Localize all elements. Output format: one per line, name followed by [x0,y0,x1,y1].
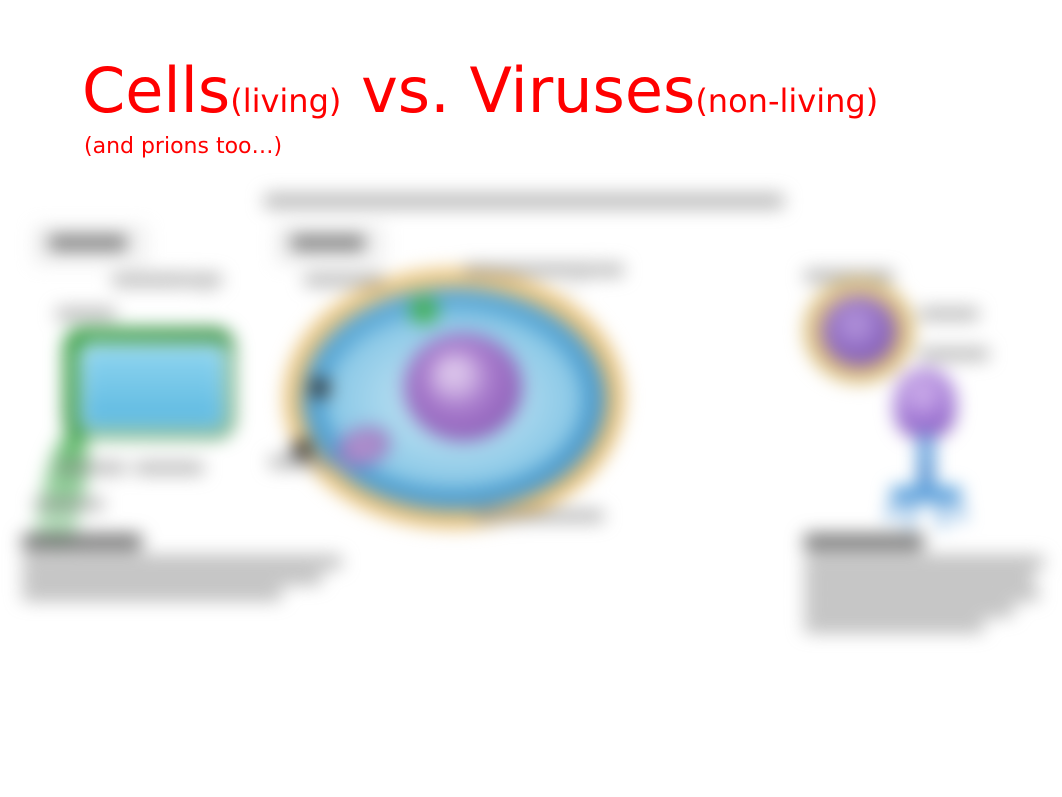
slide-title: Cells(living) vs. Viruses(non-living) [82,58,878,123]
virus-desc-heading [804,534,924,550]
eukaryote-nucleolus [430,353,482,401]
prokaryote-flagellum [32,425,96,551]
euk-annot-1 [304,274,384,286]
phage-head [894,368,956,438]
title-part-vs-viruses: vs. Viruses [341,54,695,127]
diagram-caption [264,194,784,208]
virus-capsid [822,296,896,366]
prok-annot-3 [56,462,126,474]
prok-annot-4 [134,462,204,474]
title-part-cells: Cells [82,54,230,127]
prok-desc-line-2 [22,572,322,584]
prok-annot-2 [56,308,116,320]
prok-annot-1 [112,274,222,286]
comparison-diagram [14,178,1048,648]
phage-leg-3 [905,498,917,529]
virus-desc-line-1 [804,556,1044,568]
title-part-nonliving: (non-living) [695,82,878,120]
prokaryote-label-text [48,236,128,250]
prok-desc-heading [22,534,142,550]
title-part-living: (living) [230,82,341,120]
phage-leg-4 [935,498,947,529]
eukaryote-label-text [290,236,366,250]
prok-annot-5 [34,498,104,510]
virus-desc-line-4 [804,604,1014,616]
eukaryote-organelle-green [409,296,439,324]
virus-desc-line-5 [804,620,984,632]
euk-annot-4 [474,510,604,522]
slide-subtitle: (and prions too…) [84,134,282,159]
euk-annot-3 [269,456,329,468]
slide: Cells(living) vs. Viruses(non-living) (a… [0,0,1062,797]
virus-desc-line-3 [804,588,1039,600]
prokaryote-cytoplasm [78,342,228,432]
virus-desc-line-2 [804,572,1034,584]
euk-ribosome-2 [310,378,330,398]
phage-tail [918,434,934,492]
prok-desc-line-3 [22,588,282,600]
prok-desc-line-1 [22,556,342,568]
virus-annot-2 [919,348,989,360]
virus-annot-1 [919,308,979,320]
